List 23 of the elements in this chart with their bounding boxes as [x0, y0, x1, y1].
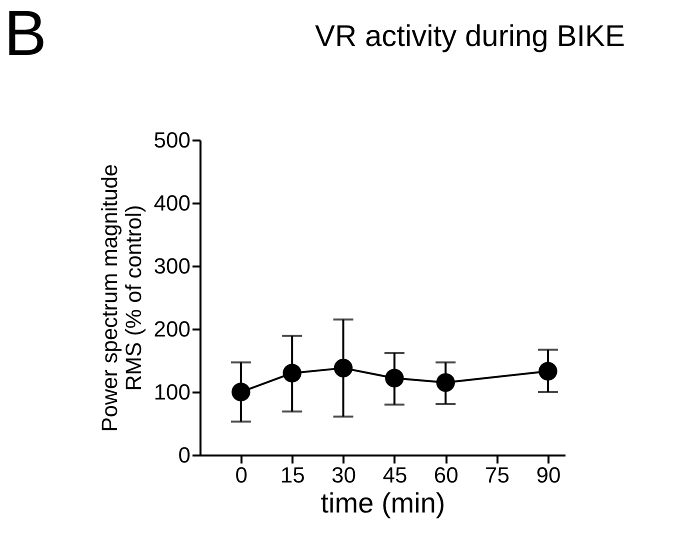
x-axis-title: time (min): [320, 488, 446, 518]
point: [385, 368, 404, 388]
x-tick-label: 60: [434, 462, 458, 488]
y-tick-label: 0: [178, 442, 190, 468]
y-axis-title: Power spectrum magnitude RMS (% of control): [96, 164, 146, 432]
y-tick-label: 500: [154, 128, 190, 152]
chart-title: VR activity during BIKE: [314, 20, 626, 53]
x-tick-label: 0: [235, 462, 248, 488]
x-tick-label: 30: [332, 462, 356, 488]
y-tick-label: 300: [154, 254, 190, 278]
text: B: [4, 0, 47, 69]
point: [538, 362, 558, 381]
point: [232, 382, 250, 402]
y-tick-label: 400: [154, 190, 190, 216]
y-tick-label: 100: [154, 380, 190, 404]
point: [334, 358, 353, 378]
x-tick-label: 75: [485, 462, 510, 488]
point: [282, 364, 302, 382]
point: [436, 373, 455, 392]
y-tick-label: 200: [154, 316, 190, 342]
x-tick-label: 45: [382, 462, 408, 488]
x-tick-label: 90: [536, 462, 561, 488]
x-tick-label: 15: [280, 462, 305, 488]
